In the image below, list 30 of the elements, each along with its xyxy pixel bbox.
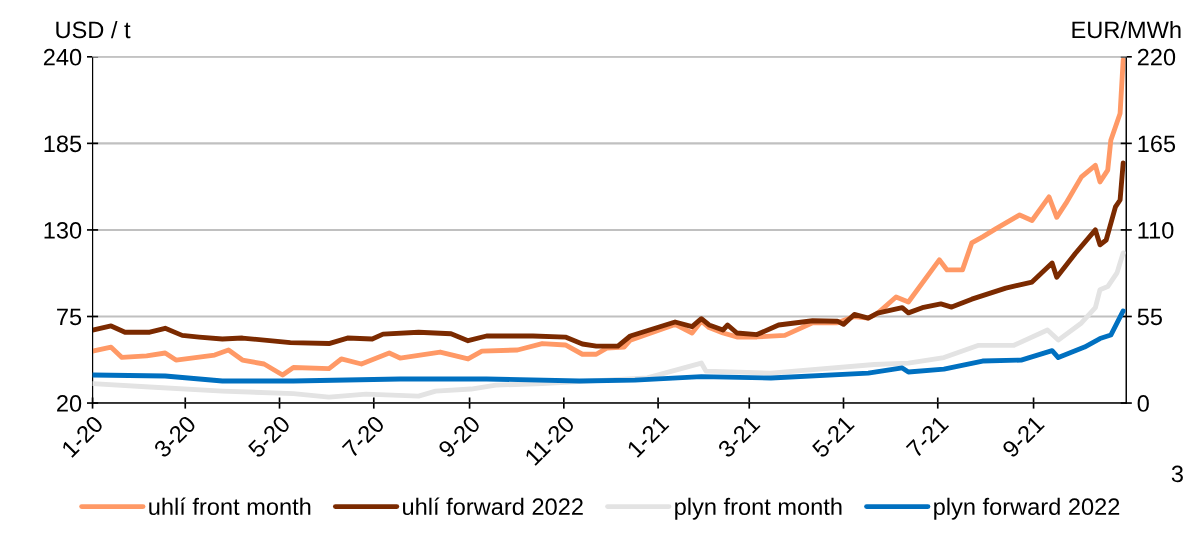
x-tick-label: 9-21 <box>1001 414 1046 459</box>
line-series <box>92 57 1126 378</box>
x-tick-label: 1-21 <box>626 414 670 458</box>
text: 3 <box>1171 465 1183 483</box>
y-tick-label: 240 <box>43 48 82 66</box>
y2-tick-label: 0 <box>1137 395 1149 412</box>
y-tick-label: 130 <box>44 221 82 239</box>
y2-tick-label: 165 <box>1138 135 1176 153</box>
line-series <box>92 308 1126 384</box>
y2-tick-label: 110 <box>1138 221 1174 239</box>
y2-tick-label: 220 <box>1137 48 1176 66</box>
legend-label: uhlí front month <box>149 497 311 516</box>
y2-tick-label: 55 <box>1137 308 1162 326</box>
line-series <box>92 160 1126 349</box>
y-tick-label: 75 <box>57 308 82 326</box>
x-tick-label: 3-21 <box>716 414 761 459</box>
y-axis-title: USD / t <box>56 20 131 39</box>
x-tick-label: 5-21 <box>811 414 855 459</box>
y2-axis-title: EUR/MWh <box>1072 20 1181 39</box>
legend-label: plyn forward 2022 <box>934 497 1120 520</box>
x-tick-label: 3-20 <box>152 414 197 459</box>
x-tick-label: 7-20 <box>341 414 386 459</box>
line-series <box>92 250 1126 400</box>
x-tick-label: 5-20 <box>247 414 292 459</box>
legend-label: plyn front month <box>675 497 842 520</box>
y-tick-label: 185 <box>44 135 82 153</box>
legend-label: uhlí forward 2022 <box>403 497 583 516</box>
y-tick-label: 20 <box>57 395 82 412</box>
x-tick-label: 9-20 <box>437 414 482 459</box>
x-tick-label: 7-21 <box>905 414 950 459</box>
